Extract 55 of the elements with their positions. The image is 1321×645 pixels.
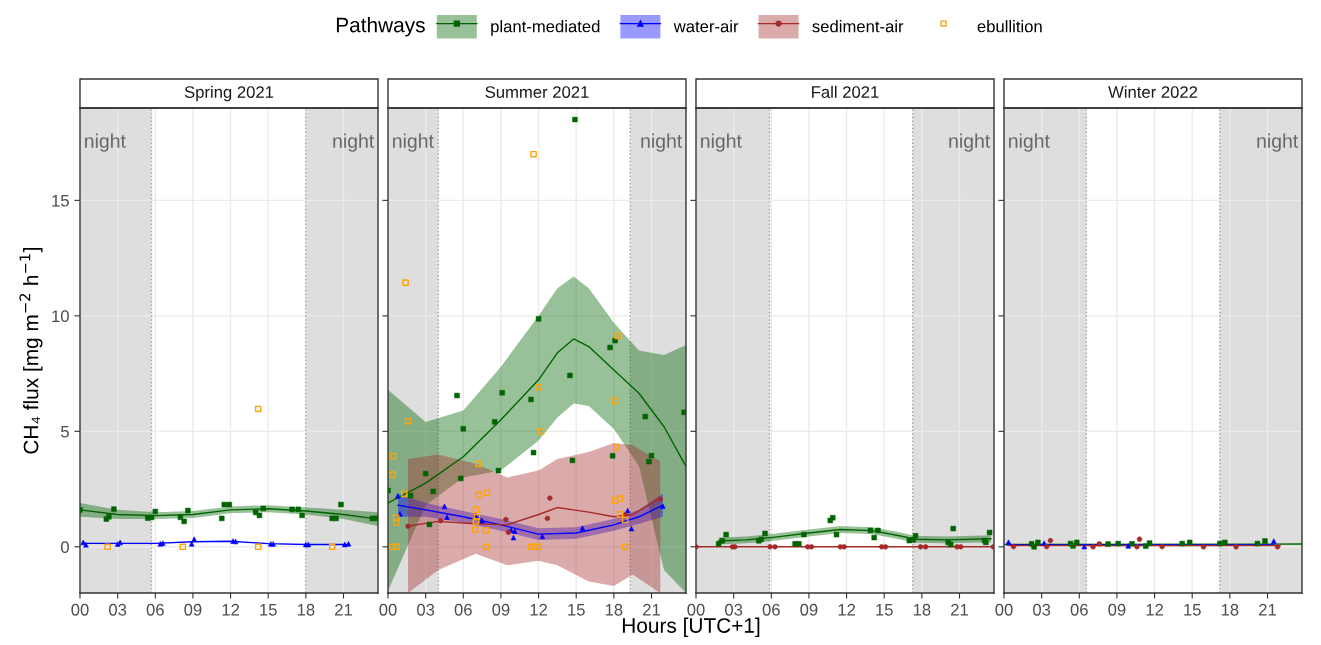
chart-title: Spring 2021 (184, 85, 274, 102)
x-tick-label: 15 (876, 604, 893, 616)
y-tick-label: 5 (60, 425, 69, 438)
band-label: night (1257, 133, 1299, 152)
x-tick-label: 18 (297, 603, 315, 616)
band-label: night (393, 133, 434, 152)
x-tick-label: 00 (71, 603, 89, 616)
x-tick-label: 09 (800, 603, 818, 616)
chart-title: Fall 2021 (812, 85, 879, 98)
x-tick-label: 21 (335, 603, 352, 616)
x-tick-label: 09 (492, 603, 510, 616)
y-axis-title: CH₄ flux [mg m$^{−2}$ h$^{−1}$] (19, 247, 43, 454)
band-label: night (1009, 133, 1050, 152)
x-tick-label: 00 (687, 603, 705, 616)
x-tick-label: 06 (762, 603, 780, 616)
x-tick-label: 00 (379, 603, 397, 616)
x-tick-label: 06 (146, 603, 164, 616)
chart-title: Summer 2021 (485, 86, 589, 98)
x-tick-label: 18 (913, 603, 931, 616)
x-tick-label: 18 (605, 603, 623, 616)
x-tick-label: 06 (1070, 603, 1088, 616)
y-tick-label: 10 (52, 310, 69, 323)
y-tick-label: 0 (60, 541, 69, 554)
x-tick-label: 12 (838, 603, 855, 616)
x-tick-label: 06 (454, 603, 472, 616)
band-label: night (85, 133, 126, 152)
x-tick-label: 00 (995, 603, 1013, 616)
x-tick-label: 15 (568, 604, 585, 616)
y-tick-label: 15 (52, 194, 69, 207)
x-tick-label: 12 (222, 603, 239, 616)
x-tick-label: 15 (260, 604, 277, 616)
legend-label: ebullition (977, 20, 1042, 33)
legend-label: water-air (673, 20, 739, 33)
x-tick-label: 21 (1259, 603, 1276, 616)
x-axis-title: Hours [UTC+1] (622, 617, 760, 637)
band-label: night (333, 133, 375, 152)
x-tick-label: 09 (1108, 603, 1126, 616)
x-tick-label: 21 (951, 603, 968, 616)
band-label: night (641, 133, 683, 152)
band-label: night (949, 133, 991, 152)
legend-label: plant-mediated (491, 20, 600, 36)
x-tick-label: 03 (109, 603, 127, 616)
chart-title: Winter 2022 (1108, 85, 1198, 98)
x-tick-label: 09 (184, 603, 202, 616)
band-label: night (701, 133, 742, 152)
x-tick-label: 03 (417, 603, 435, 616)
x-tick-label: 03 (725, 603, 743, 616)
x-tick-label: 21 (643, 603, 660, 616)
x-tick-label: 18 (1221, 603, 1239, 616)
x-tick-label: 15 (1184, 604, 1201, 616)
x-tick-label: 03 (1033, 603, 1051, 616)
x-tick-label: 12 (530, 603, 547, 616)
legend-title: Pathways (336, 17, 425, 37)
legend-label: sediment-air (812, 20, 904, 33)
x-tick-label: 12 (1146, 603, 1163, 616)
